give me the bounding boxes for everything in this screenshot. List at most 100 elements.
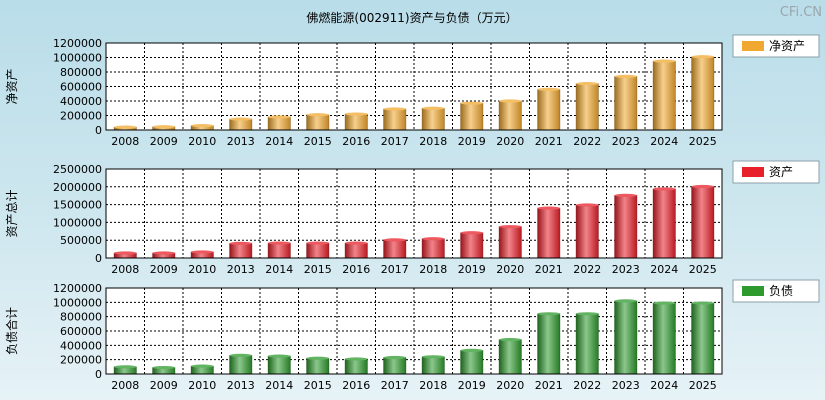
watermark: CFi.CN [780, 5, 822, 20]
bar-2016 [344, 242, 368, 259]
bar-2014 [267, 116, 291, 131]
y-tick-label: 2000000 [53, 181, 102, 194]
bar-2019 [460, 102, 484, 131]
x-tick-label: 2019 [458, 135, 486, 148]
x-tick-label: 2014 [265, 135, 293, 148]
bar-cap [268, 354, 291, 358]
x-tick-label: 2015 [304, 263, 332, 276]
bar-2015 [306, 357, 330, 375]
bar-cap [383, 238, 406, 242]
bar-cap [191, 124, 214, 128]
bar-2021 [537, 207, 561, 259]
x-tick-label: 2021 [535, 379, 563, 392]
legend: 资产 [732, 160, 820, 184]
legend-label: 负债 [769, 284, 793, 298]
bar-2016 [344, 113, 368, 131]
x-tick-label: 2022 [573, 379, 601, 392]
x-tick-label: 2017 [381, 135, 409, 148]
bar-2020 [498, 100, 522, 131]
bar-cap [114, 365, 137, 369]
bar-cap [537, 312, 560, 316]
bar-cap [576, 203, 599, 207]
bar-cap [460, 101, 483, 105]
bar-2020 [498, 226, 522, 259]
x-tick-label: 2017 [381, 263, 409, 276]
legend: 净资产 [732, 34, 820, 58]
x-tick-label: 2010 [188, 379, 216, 392]
bar-2023 [614, 76, 638, 131]
y-tick-label: 200000 [60, 110, 102, 123]
bar-cap [691, 301, 714, 305]
bar-2017 [383, 357, 407, 375]
y-tick-label: 1500000 [53, 199, 102, 212]
x-tick-label: 2017 [381, 379, 409, 392]
x-tick-label: 2024 [650, 379, 678, 392]
bar-2021 [537, 313, 561, 375]
x-tick-label: 2018 [419, 263, 447, 276]
bar-cap [114, 251, 137, 255]
bar-cap [268, 115, 291, 119]
y-tick-label: 500000 [60, 234, 102, 247]
x-tick-label: 2018 [419, 379, 447, 392]
chart-title: 佛燃能源(002911)资产与负债（万元） [306, 10, 517, 25]
x-tick-label: 2022 [573, 263, 601, 276]
x-tick-label: 2020 [496, 263, 524, 276]
bar-cap [499, 338, 522, 342]
bar-cap [114, 125, 137, 129]
bar-cap [306, 241, 329, 245]
x-tick-label: 2024 [650, 135, 678, 148]
x-tick-label: 2009 [150, 379, 178, 392]
legend-swatch [742, 41, 764, 51]
x-tick-label: 2023 [612, 379, 640, 392]
y-tick-label: 600000 [60, 325, 102, 338]
bar-2019 [460, 232, 484, 259]
x-tick-label: 2010 [188, 135, 216, 148]
bar-cap [345, 241, 368, 245]
bar-cap [614, 74, 637, 78]
bar-2014 [267, 242, 291, 259]
bar-2022 [575, 83, 599, 131]
panel-1: 0 500000 1000000 1500000 2000000 2500000 2008 2… [5, 160, 820, 276]
x-tick-label: 2014 [265, 263, 293, 276]
x-tick-label: 2019 [458, 379, 486, 392]
y-tick-label: 1000000 [53, 52, 102, 65]
legend-box [732, 34, 820, 58]
bar-2018 [421, 356, 445, 375]
x-tick-label: 2013 [227, 135, 255, 148]
bar-2017 [383, 108, 407, 131]
x-tick-label: 2024 [650, 263, 678, 276]
bar-cap [191, 364, 214, 368]
bar-2014 [267, 355, 291, 375]
bar-2015 [306, 114, 330, 131]
y-tick-label: 600000 [60, 81, 102, 94]
bar-2015 [306, 242, 330, 259]
y-tick-label: 400000 [60, 95, 102, 108]
x-tick-label: 2016 [342, 379, 370, 392]
x-tick-label: 2016 [342, 135, 370, 148]
bar-cap [614, 193, 637, 197]
bar-cap [537, 206, 560, 210]
bar-cap [191, 250, 214, 254]
bar-2024 [652, 188, 676, 259]
bar-2018 [421, 108, 445, 131]
x-tick-label: 2010 [188, 263, 216, 276]
bar-2025 [691, 186, 715, 259]
plot-frame [105, 168, 723, 259]
bar-cap [460, 231, 483, 235]
y-tick-label: 2500000 [53, 163, 102, 176]
bar-cap [229, 353, 252, 357]
bar-2022 [575, 204, 599, 259]
bar-cap [383, 355, 406, 360]
bar-2016 [344, 358, 368, 375]
bar-cap [653, 187, 676, 191]
bar-2023 [614, 195, 638, 259]
bar-2013 [229, 355, 253, 375]
y-tick-label: 800000 [60, 311, 102, 324]
x-tick-label: 2025 [689, 135, 717, 148]
bar-cap [345, 357, 368, 361]
bar-2020 [498, 339, 522, 375]
x-tick-label: 2014 [265, 379, 293, 392]
x-tick-label: 2023 [612, 263, 640, 276]
bar-cap [576, 312, 599, 316]
